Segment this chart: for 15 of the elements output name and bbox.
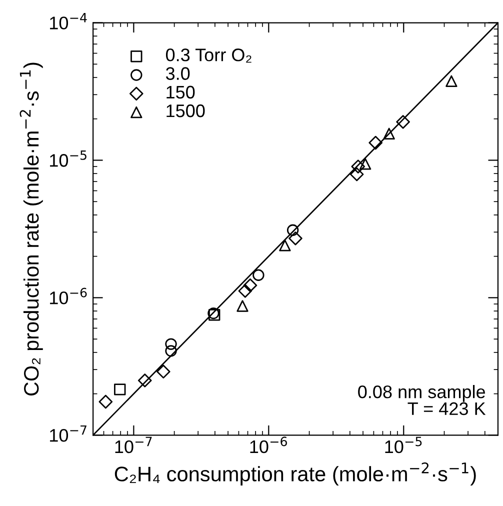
legend-label: 0.3 Torr O₂ (166, 48, 252, 63)
annotation: 0.08 nm sample (358, 385, 486, 402)
legend-label: 1500 (166, 104, 205, 118)
legend-label: 3.0 (166, 67, 190, 80)
y-tick-label: 10$^{−4}$ (50, 13, 87, 30)
y-tick-label: 10$^{−5}$ (50, 150, 86, 167)
y-tick-label: 10$^{−7}$ (50, 425, 86, 442)
y-axis-title: CO₂ production rate (mole·m$^{−2}$·s$^{−1}$) (20, 62, 43, 396)
y-tick-label: 10$^{−6}$ (50, 288, 87, 304)
x-tick-label: 10$^{−5}$ (385, 436, 422, 454)
annotation: T = 423 K (408, 402, 486, 416)
x-tick-label: 10$^{−6}$ (250, 436, 287, 454)
legend-label: 150 (166, 86, 195, 99)
x-axis-title: C₂H₄ consumption rate (mole·m$^{−2}$·s$^{−1}$) (114, 462, 476, 486)
x-tick-label: 10$^{−7}$ (115, 436, 152, 454)
